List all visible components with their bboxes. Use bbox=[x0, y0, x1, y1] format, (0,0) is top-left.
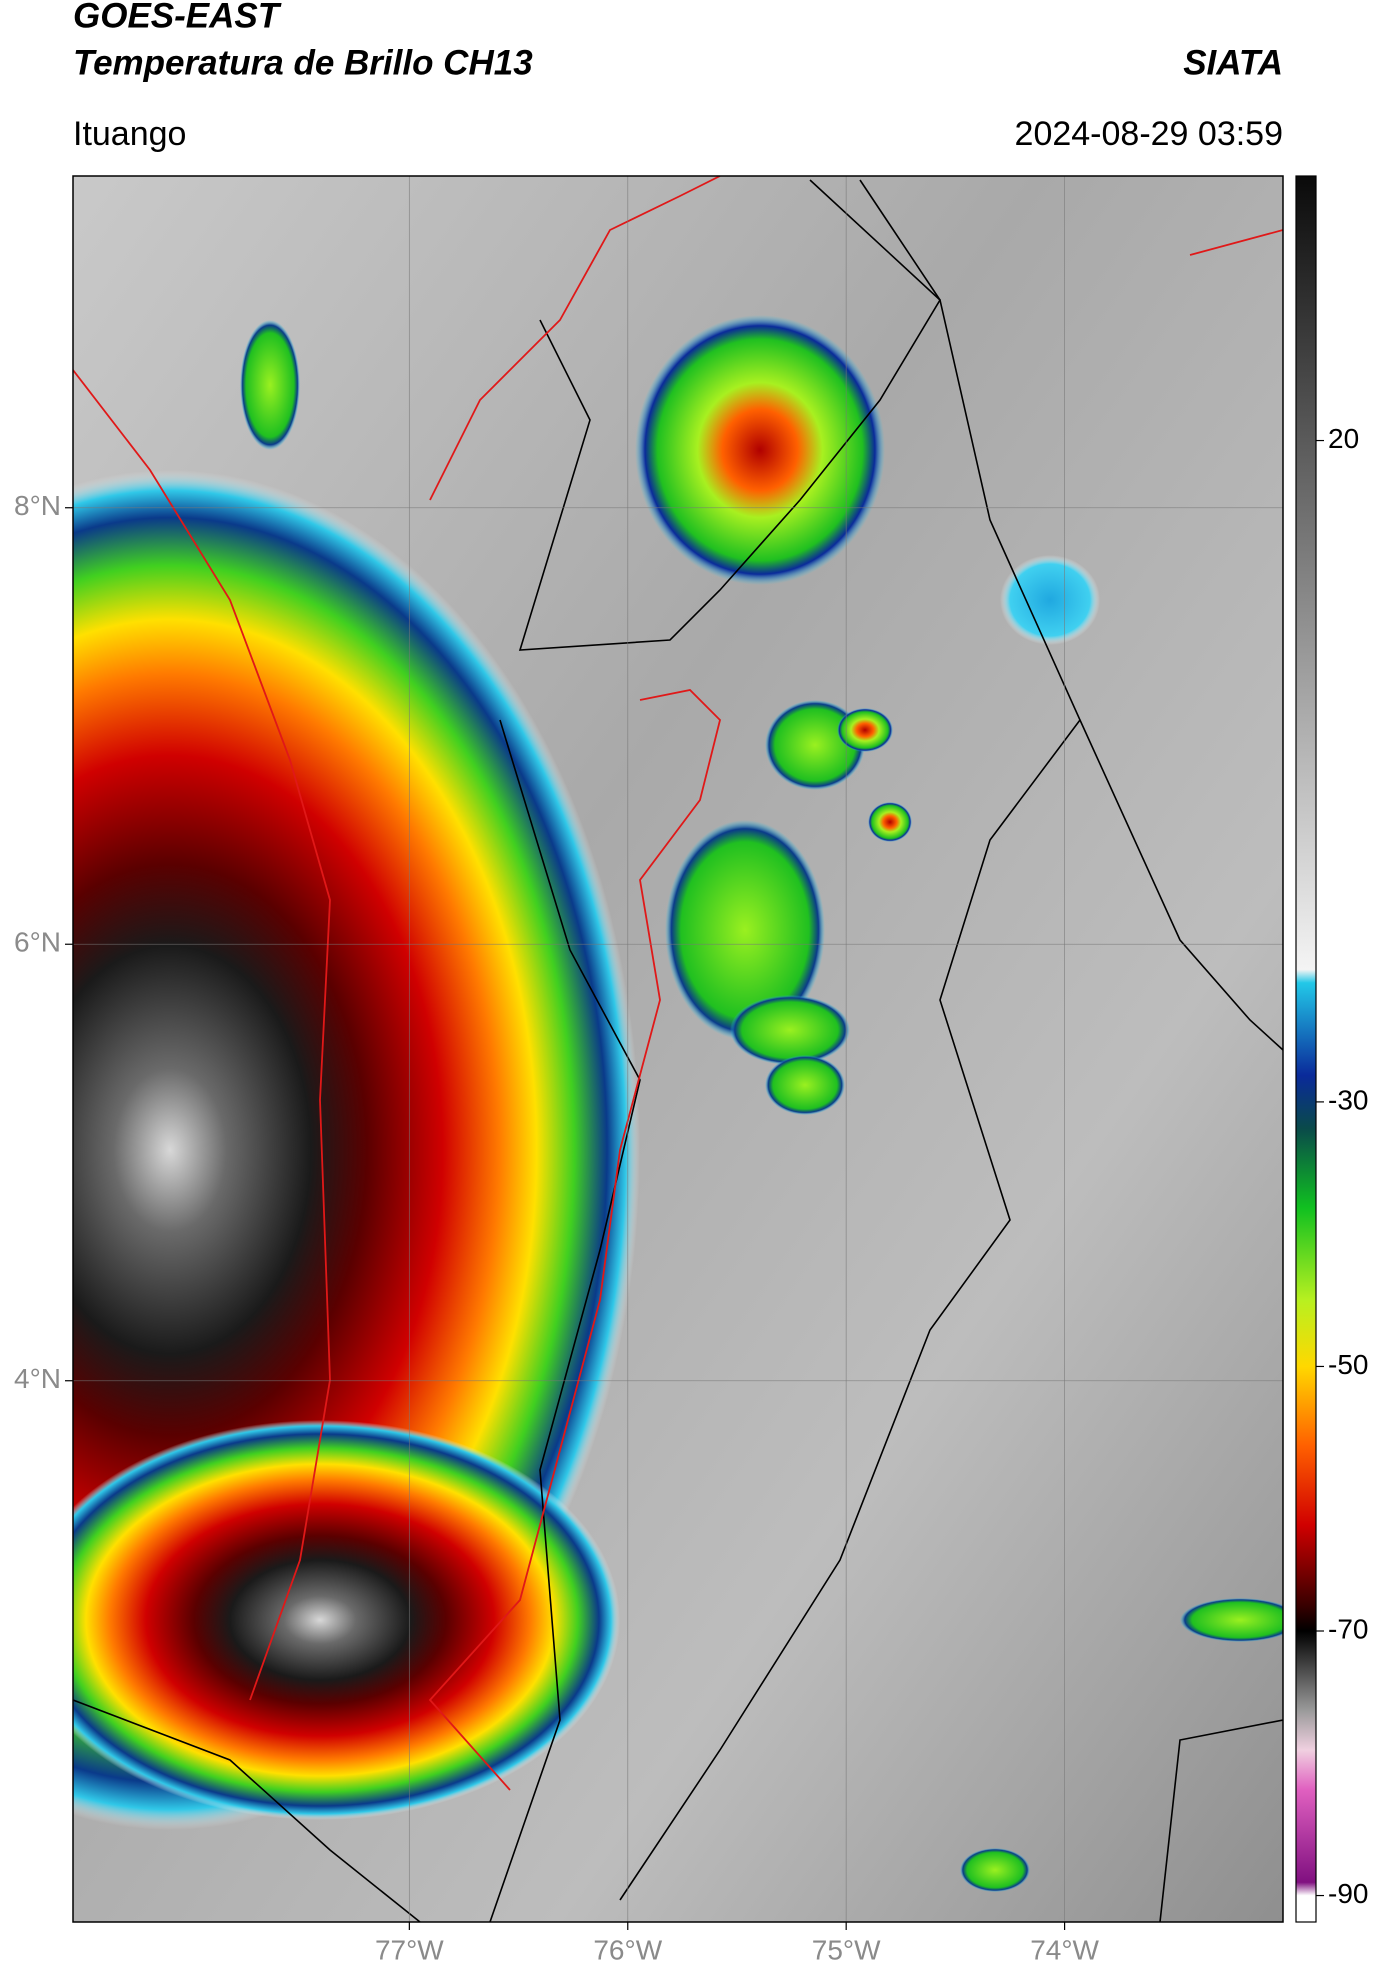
cloud-cell bbox=[665, 820, 825, 1040]
satellite-image bbox=[73, 176, 1283, 1922]
border bbox=[489, 719, 641, 1922]
storm-cell bbox=[635, 315, 885, 585]
border bbox=[1159, 1719, 1283, 1922]
colorbar-tick-label: -50 bbox=[1328, 1349, 1368, 1380]
coastline bbox=[429, 176, 721, 501]
datetime: 2024-08-29 03:59 bbox=[1015, 115, 1283, 153]
colorbar-tick-label: -90 bbox=[1328, 1878, 1368, 1909]
lat-tick-label: 6°N bbox=[14, 927, 61, 958]
lon-tick-label: 76°W bbox=[593, 1934, 662, 1965]
lat-tick-label: 4°N bbox=[14, 1363, 61, 1394]
colorbar: 20 -30 -50 -70 -90 bbox=[1295, 175, 1368, 1923]
cloud-cell bbox=[240, 320, 300, 450]
map-frame bbox=[72, 175, 1284, 1923]
ituango-boundary bbox=[428, 689, 721, 1791]
border bbox=[518, 179, 942, 651]
border bbox=[1079, 719, 1283, 1051]
lat-tick-label: 8°N bbox=[14, 490, 61, 521]
colorbar-tick-label: -70 bbox=[1328, 1613, 1368, 1644]
lon-tick-label: 77°W bbox=[375, 1934, 444, 1965]
cloud-cell bbox=[765, 1055, 845, 1115]
region: Ituango bbox=[73, 115, 186, 153]
lon-tick-label: 75°W bbox=[812, 1934, 881, 1965]
coastline bbox=[73, 369, 331, 1701]
colorbar-scale bbox=[1295, 175, 1317, 1923]
lon-tick-label: 74°W bbox=[1030, 1934, 1099, 1965]
colorbar-tick-label: -30 bbox=[1328, 1084, 1368, 1115]
convective-system bbox=[73, 1420, 620, 1820]
colorbar-tick-label: 20 bbox=[1328, 423, 1359, 454]
satellite-title: GOES-EAST bbox=[73, 0, 282, 35]
product-title: Temperatura de Brillo CH13 bbox=[73, 43, 533, 82]
cloud-cell bbox=[960, 1848, 1030, 1892]
graticule bbox=[73, 176, 1283, 1922]
cloud-cell bbox=[730, 995, 850, 1065]
coastline bbox=[1189, 229, 1283, 256]
storm-cell bbox=[837, 708, 893, 752]
institution: SIATA bbox=[1183, 43, 1283, 82]
cloud-cell bbox=[1180, 1598, 1283, 1642]
border bbox=[73, 1699, 421, 1922]
boundaries bbox=[73, 176, 1283, 1791]
admin-borders bbox=[73, 179, 1283, 1922]
storm-cell bbox=[868, 802, 912, 842]
cold-cloud bbox=[1000, 555, 1100, 645]
border bbox=[619, 179, 1081, 1901]
